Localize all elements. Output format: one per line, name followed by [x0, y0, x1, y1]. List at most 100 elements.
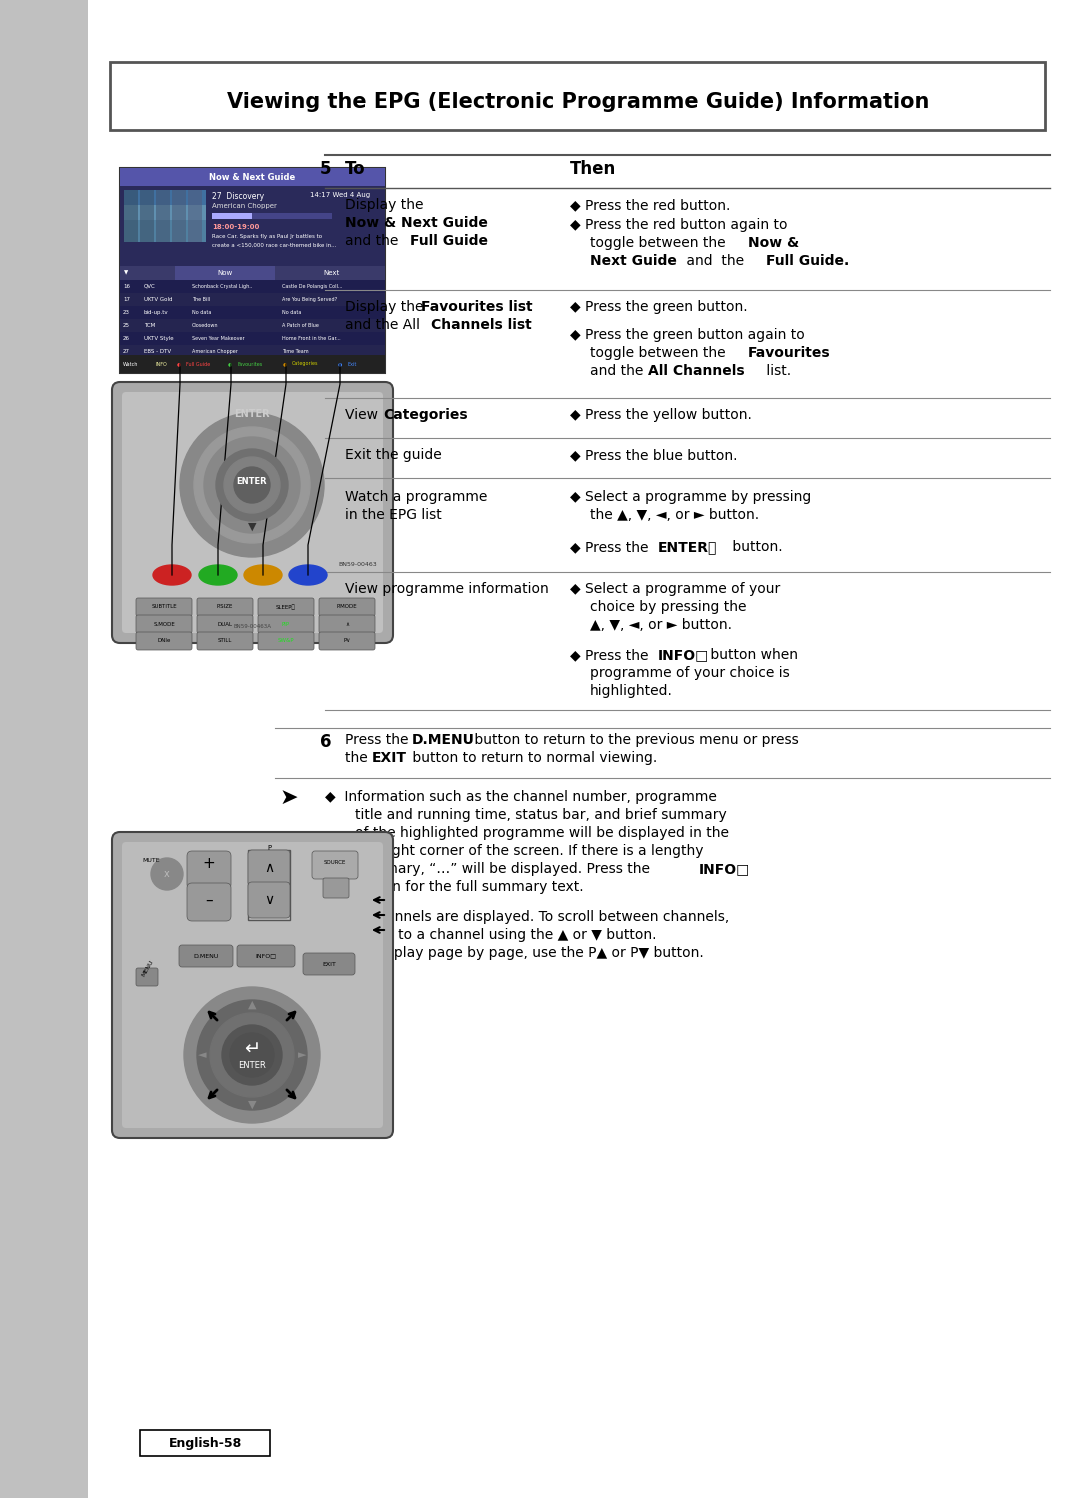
FancyBboxPatch shape [319, 598, 375, 616]
FancyBboxPatch shape [319, 632, 375, 650]
Text: Time Team: Time Team [282, 349, 309, 354]
Text: MUTE: MUTE [143, 857, 160, 863]
Bar [120, 280, 384, 294]
Text: top right corner of the screen. If there is a lengthy: top right corner of the screen. If there… [355, 843, 703, 858]
Text: Press the: Press the [345, 733, 413, 748]
Text: Race Car. Sparks fly as Paul Jr battles to: Race Car. Sparks fly as Paul Jr battles … [212, 234, 322, 240]
Text: ENTER⮐: ENTER⮐ [658, 539, 717, 554]
FancyBboxPatch shape [258, 616, 314, 634]
Text: English-58: English-58 [168, 1437, 242, 1450]
Text: ENTER: ENTER [238, 1061, 266, 1070]
Text: View programme information: View programme information [345, 583, 549, 596]
FancyBboxPatch shape [258, 632, 314, 650]
Bar [120, 319, 384, 333]
Text: INFO□: INFO□ [658, 649, 710, 662]
FancyBboxPatch shape [179, 945, 233, 968]
Text: D.MENU: D.MENU [411, 733, 475, 748]
Bar [212, 213, 252, 219]
Text: PIP: PIP [282, 622, 291, 626]
FancyBboxPatch shape [112, 382, 393, 643]
Text: of the highlighted programme will be displayed in the: of the highlighted programme will be dis… [355, 825, 729, 840]
Text: button to return to the previous menu or press: button to return to the previous menu or… [470, 733, 799, 748]
Text: Schonback Crystal Ligh..: Schonback Crystal Ligh.. [192, 285, 253, 289]
Circle shape [197, 1001, 307, 1110]
Text: list.: list. [762, 364, 792, 377]
Text: Next Guide: Next Guide [590, 255, 677, 268]
Text: toggle between the: toggle between the [590, 346, 730, 360]
FancyBboxPatch shape [237, 945, 295, 968]
Text: 27  Discovery: 27 Discovery [212, 192, 265, 201]
Text: UKTV Gold: UKTV Gold [144, 297, 173, 303]
Text: ◆ Press the red button again to: ◆ Press the red button again to [570, 219, 787, 232]
Text: SOURCE: SOURCE [324, 860, 347, 864]
Text: View: View [345, 407, 382, 422]
Bar [124, 190, 206, 243]
Bar [280, 267, 382, 280]
Text: Are You Being Served?: Are You Being Served? [282, 297, 337, 303]
FancyBboxPatch shape [122, 392, 383, 634]
FancyBboxPatch shape [187, 851, 231, 888]
Circle shape [184, 987, 320, 1124]
FancyBboxPatch shape [248, 882, 291, 918]
Text: The Bill: The Bill [192, 297, 211, 303]
Text: highlighted.: highlighted. [590, 685, 673, 698]
Text: move to a channel using the ▲ or ▼ button.: move to a channel using the ▲ or ▼ butto… [355, 927, 657, 942]
FancyBboxPatch shape [303, 953, 355, 975]
Text: ●: ● [283, 361, 287, 367]
Text: INFO□: INFO□ [699, 861, 751, 876]
Text: –: – [205, 893, 213, 908]
Text: ↵: ↵ [244, 1040, 260, 1059]
FancyBboxPatch shape [122, 842, 383, 1128]
Text: ENTER: ENTER [237, 476, 268, 485]
Text: Seven Year Makeover: Seven Year Makeover [192, 336, 245, 342]
Ellipse shape [289, 565, 327, 586]
Text: EXIT: EXIT [322, 962, 336, 966]
Circle shape [204, 437, 300, 533]
Text: button to return to normal viewing.: button to return to normal viewing. [408, 750, 658, 765]
Text: Full Guide.: Full Guide. [766, 255, 849, 268]
Circle shape [151, 858, 183, 890]
Text: ▼: ▼ [247, 521, 256, 532]
Text: ◆ Press the green button.: ◆ Press the green button. [570, 300, 747, 315]
Text: summary, “…” will be displayed. Press the: summary, “…” will be displayed. Press th… [355, 861, 654, 876]
Bar [172, 190, 186, 243]
FancyBboxPatch shape [319, 616, 375, 634]
FancyBboxPatch shape [197, 616, 253, 634]
Text: D.MENU: D.MENU [193, 954, 218, 959]
Text: Categories: Categories [383, 407, 468, 422]
Text: Display the: Display the [345, 300, 428, 315]
Circle shape [180, 413, 324, 557]
Bar [120, 168, 384, 186]
Bar [188, 190, 202, 243]
Bar [120, 186, 384, 267]
Text: Home Front in the Gar...: Home Front in the Gar... [282, 336, 340, 342]
Bar [110, 61, 1045, 130]
Text: Viewing the EPG (Electronic Programme Guide) Information: Viewing the EPG (Electronic Programme Gu… [227, 91, 929, 112]
Text: Now &: Now & [748, 237, 799, 250]
Text: ∧: ∧ [345, 622, 349, 626]
Text: Watch a programme: Watch a programme [345, 490, 487, 503]
Text: and  the: and the [681, 255, 753, 268]
Text: +: + [203, 857, 215, 872]
Text: the ▲, ▼, ◄, or ► button.: the ▲, ▼, ◄, or ► button. [590, 508, 759, 521]
Text: 17: 17 [123, 297, 130, 303]
Text: ◆ Press the yellow button.: ◆ Press the yellow button. [570, 407, 752, 422]
Bar [120, 168, 384, 373]
Text: EXIT: EXIT [372, 750, 407, 765]
Text: Full Guide: Full Guide [186, 361, 211, 367]
Text: bid-up.tv: bid-up.tv [144, 310, 168, 315]
FancyBboxPatch shape [112, 831, 393, 1138]
Bar [120, 306, 384, 319]
Text: button when: button when [706, 649, 798, 662]
Bar [120, 294, 384, 306]
Text: button for the full summary text.: button for the full summary text. [355, 879, 583, 894]
Text: Favourites: Favourites [237, 361, 262, 367]
Bar [120, 345, 384, 358]
FancyBboxPatch shape [187, 882, 231, 921]
Text: ◆ Press the green button again to: ◆ Press the green button again to [570, 328, 805, 342]
Text: the: the [345, 750, 373, 765]
Text: Full Guide: Full Guide [410, 234, 488, 249]
Bar [0, 0, 87, 1498]
Text: P.MODE: P.MODE [337, 605, 357, 610]
Bar [140, 190, 154, 243]
